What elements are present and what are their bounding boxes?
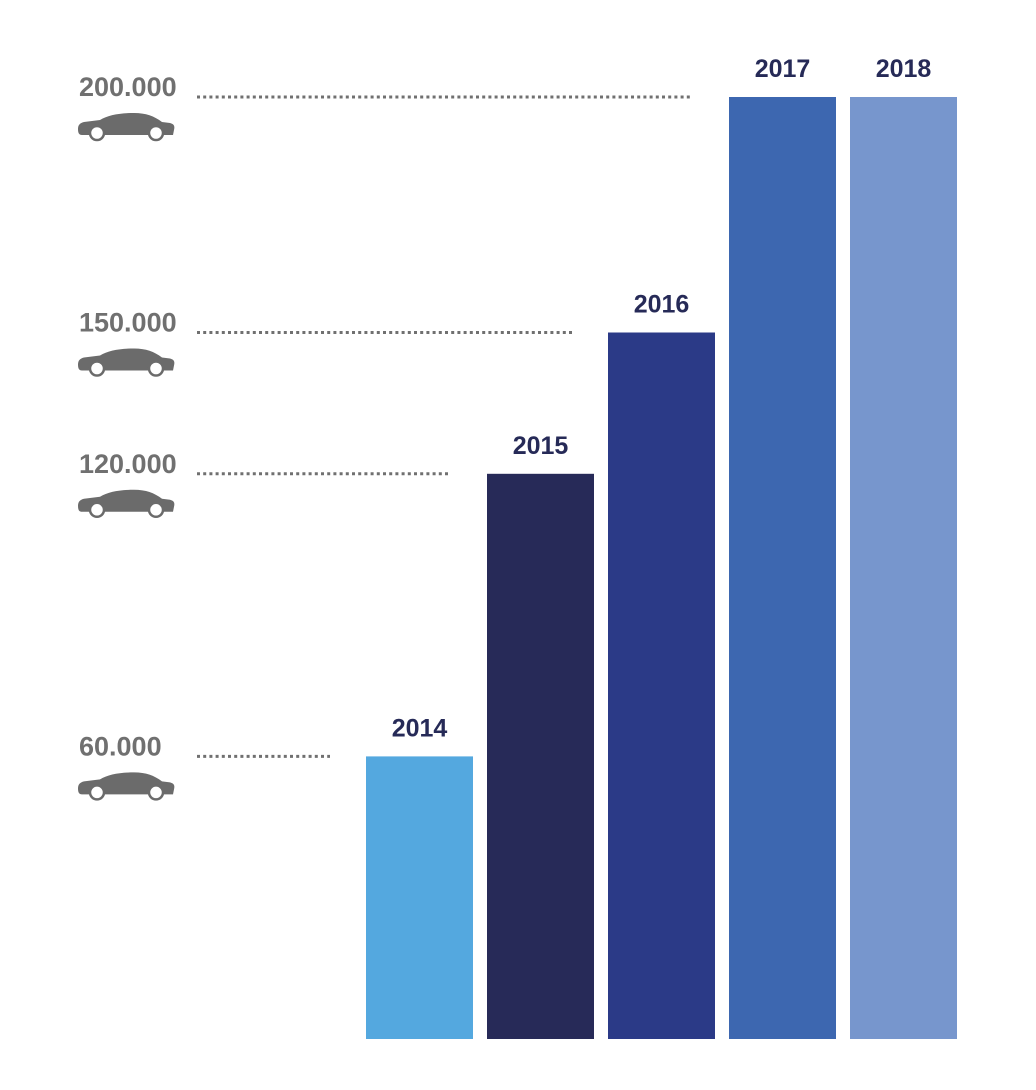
bar-2016	[608, 332, 715, 1039]
level-label: 150.000	[79, 308, 177, 338]
year-label-2015: 2015	[513, 432, 569, 460]
car-icon	[78, 348, 175, 377]
bar-2017	[729, 97, 836, 1039]
car-icon	[78, 489, 175, 519]
reference-level-200.000: 200.000	[78, 72, 693, 142]
year-label-2014: 2014	[392, 714, 448, 742]
year-labels: 2014 2015 2016 2017 2018	[392, 55, 932, 742]
bar-2014	[366, 756, 473, 1039]
level-label: 60.000	[79, 731, 162, 761]
car-icon	[78, 113, 175, 142]
reference-levels: 200.000 150.000 120.000 60.000	[78, 72, 693, 801]
reference-level-60.000: 60.000	[78, 731, 330, 801]
year-label-2017: 2017	[755, 55, 811, 83]
year-label-2018: 2018	[876, 55, 932, 83]
reference-level-120.000: 120.000	[78, 449, 451, 519]
bars	[366, 97, 957, 1039]
level-label: 200.000	[79, 72, 177, 102]
bar-2015	[487, 473, 594, 1039]
bar-2018	[850, 97, 957, 1039]
car-icon	[78, 772, 175, 801]
year-label-2016: 2016	[634, 291, 690, 319]
reference-level-150.000: 150.000	[78, 308, 572, 377]
level-label: 120.000	[79, 449, 177, 479]
